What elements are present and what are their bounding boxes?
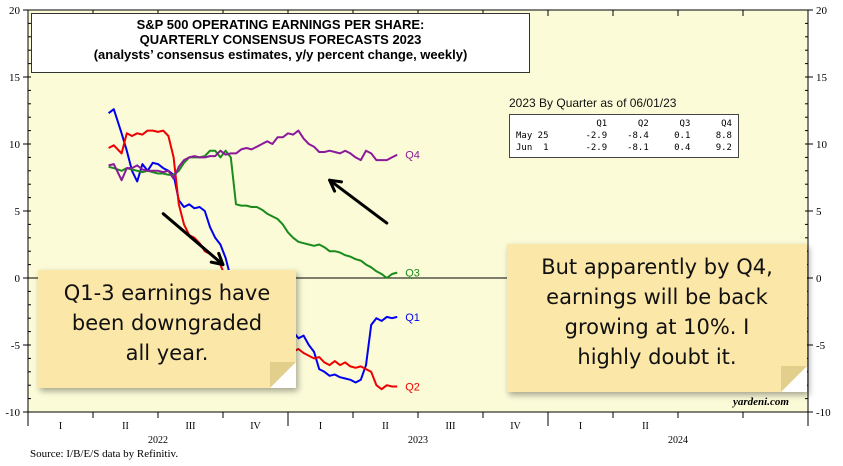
x-quarter-label: I — [579, 421, 582, 432]
arrow-q4-head — [328, 178, 343, 193]
chart-title: S&P 500 OPERATING EARNINGS PER SHARE: — [136, 17, 425, 32]
arrow-downgrade — [161, 212, 225, 267]
quarter-table-box: Q1 Q2 Q3 Q4 May 25 -2.9 -8.4 0.1 8.8 Jun… — [509, 114, 739, 158]
table-cell: -8.4 — [627, 131, 649, 141]
header-cell: Q3 — [679, 119, 691, 129]
x-year-label: 2024 — [668, 435, 688, 446]
y-tick-label-left: -10 — [5, 407, 20, 419]
x-quarter-label: III — [446, 421, 456, 432]
series-label-q2: Q2 — [405, 382, 420, 394]
x-year-label: 2022 — [148, 435, 168, 446]
series-label-q4: Q4 — [405, 150, 420, 162]
x-quarter-label: III — [186, 421, 196, 432]
table-cell: 0.1 — [674, 131, 691, 141]
source-label: Source: I/B/E/S data by Refinitiv. — [30, 448, 179, 460]
y-tick-label-right: 0 — [816, 273, 822, 285]
y-tick-label-left: 15 — [9, 72, 21, 84]
sticky-note-left: Q1-3 earnings have been downgraded all y… — [38, 270, 296, 388]
table-cell: -2.9 — [585, 143, 608, 153]
y-tick-label-left: 0 — [15, 273, 21, 285]
table-cell: -2.9 — [585, 131, 608, 141]
sticky-note-right: But apparently by Q4, earnings will be b… — [507, 244, 807, 392]
table-row: Jun 1 -2.9 -8.1 0.4 9.2 — [516, 142, 732, 154]
y-tick-label-right: 10 — [816, 139, 828, 151]
x-quarter-label: IV — [250, 421, 261, 432]
table-cell: Jun 1 — [516, 143, 549, 153]
x-quarter-label: II — [382, 421, 389, 432]
y-tick-label-right: 5 — [816, 206, 822, 218]
y-tick-label-left: 10 — [9, 139, 21, 151]
quarter-table: 2023 By Quarter as of 06/01/23 Q1 Q2 Q3 … — [509, 96, 739, 158]
y-tick-label-left: 20 — [9, 5, 21, 17]
series-line-q4 — [108, 129, 398, 182]
chart-subtitle-2: (analysts’ consensus estimates, y/y perc… — [93, 47, 468, 62]
quarter-table-header: Q1 Q2 Q3 Q4 — [516, 118, 732, 130]
brand-label: yardeni.com — [733, 396, 789, 408]
x-year-label: 2023 — [408, 435, 428, 446]
series-line-q3 — [108, 149, 398, 279]
series-label-q1: Q1 — [405, 312, 420, 324]
series-label-q3: Q3 — [405, 268, 420, 280]
quarter-table-title: 2023 By Quarter as of 06/01/23 — [509, 96, 677, 110]
chart-title-box: S&P 500 OPERATING EARNINGS PER SHARE: QU… — [31, 13, 530, 73]
table-cell: 0.4 — [674, 143, 691, 153]
y-tick-label-left: -5 — [11, 340, 21, 352]
table-cell: 9.2 — [715, 143, 732, 153]
header-cell — [516, 118, 566, 130]
table-cell: -8.1 — [627, 143, 649, 153]
x-quarter-label: I — [319, 421, 322, 432]
arrow-q4 — [328, 178, 389, 225]
table-row: May 25 -2.9 -8.4 0.1 8.8 — [516, 130, 732, 142]
y-tick-label-right: -10 — [816, 407, 831, 419]
table-cell: May 25 — [516, 131, 549, 141]
x-quarter-label: IV — [510, 421, 521, 432]
x-quarter-label: I — [59, 421, 62, 432]
header-cell: Q1 — [596, 119, 608, 129]
y-tick-label-right: 20 — [816, 5, 828, 17]
y-tick-label-left: 5 — [15, 206, 21, 218]
x-quarter-label: II — [122, 421, 129, 432]
header-cell: Q2 — [637, 119, 649, 129]
chart-subtitle: QUARTERLY CONSENSUS FORECASTS 2023 — [139, 32, 422, 47]
header-cell: Q4 — [721, 119, 732, 129]
x-quarter-label: II — [642, 421, 649, 432]
y-tick-label-right: -5 — [816, 340, 826, 352]
arrow-downgrade-head — [209, 251, 225, 267]
y-tick-label-right: 15 — [816, 72, 828, 84]
table-cell: 8.8 — [715, 131, 732, 141]
